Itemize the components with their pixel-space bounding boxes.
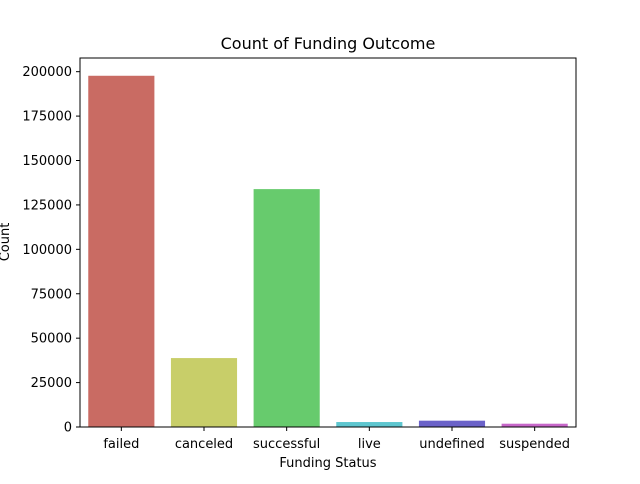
y-tick-label: 175000: [22, 110, 72, 125]
bar-successful: [253, 189, 320, 427]
bar-failed: [88, 75, 155, 428]
chart-title: Count of Funding Outcome: [221, 34, 436, 53]
x-tick-label: successful: [253, 437, 320, 452]
bar-canceled: [170, 358, 238, 427]
y-tick-label: 50000: [31, 332, 72, 347]
y-tick-label: 75000: [31, 287, 72, 302]
x-axis-ticks: failed canceled successful live undefined sus…: [103, 427, 570, 452]
bars-group: [88, 75, 568, 428]
x-tick-label: failed: [103, 437, 139, 452]
y-tick-label: 200000: [22, 65, 72, 80]
bar-undefined: [418, 420, 486, 427]
y-tick-label: 25000: [31, 376, 72, 391]
bar-suspended: [501, 423, 568, 427]
x-tick-label: undefined: [419, 437, 484, 452]
x-tick-label: live: [358, 437, 381, 452]
x-tick-label: suspended: [499, 437, 570, 452]
bar-live: [336, 422, 403, 427]
y-axis-label: Count: [0, 223, 13, 262]
x-tick-label: canceled: [175, 437, 233, 452]
y-tick-label: 100000: [22, 243, 72, 258]
y-tick-label: 125000: [22, 198, 72, 213]
x-axis-label: Funding Status: [279, 456, 376, 471]
y-axis-ticks: 0 25000 50000 75000 100000 125000 150000 175000…: [22, 65, 80, 436]
y-tick-label: 0: [64, 421, 72, 436]
y-tick-label: 150000: [22, 154, 72, 169]
plot-area-frame: [79, 57, 577, 428]
